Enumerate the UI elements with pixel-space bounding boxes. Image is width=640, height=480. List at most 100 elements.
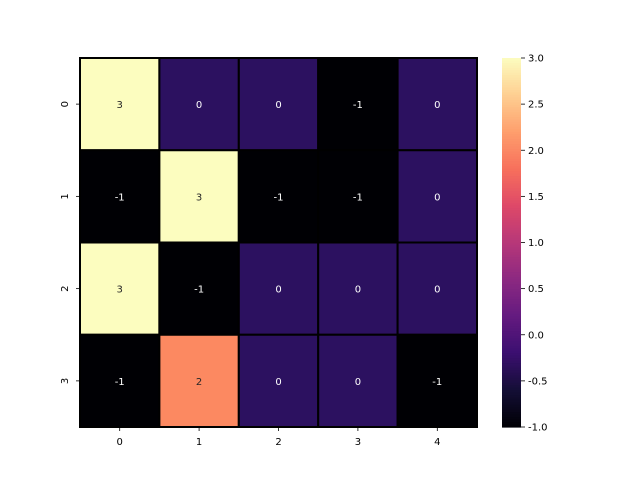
colorbar-segment — [502, 259, 521, 263]
cell-value-label: 3 — [117, 100, 123, 111]
colorbar-segment — [502, 252, 521, 256]
colorbar-segment — [502, 308, 521, 312]
colorbar-segment — [502, 333, 521, 337]
colorbar-segment — [502, 62, 521, 66]
x-axis: 0 1 2 3 4 — [117, 427, 440, 448]
colorbar-segment — [502, 232, 521, 236]
colorbar-segment — [502, 242, 521, 246]
colorbar-segment — [502, 355, 521, 359]
colorbar-segment — [502, 286, 521, 290]
colorbar-segment — [502, 392, 521, 396]
colorbar-segment — [502, 94, 521, 98]
colorbar-segment — [502, 217, 521, 221]
colorbar-segment — [502, 284, 521, 288]
colorbar-segment — [502, 380, 521, 384]
cell-value-label: 3 — [196, 192, 202, 203]
colorbar-segment — [502, 144, 521, 148]
colorbar-tick-label: 1.5 — [528, 192, 544, 203]
colorbar: -1.0 -0.5 0.0 0.5 1.0 1.5 2.0 2.5 3.0 — [502, 54, 548, 434]
colorbar-segment — [502, 210, 521, 214]
colorbar-segment — [502, 166, 521, 170]
cell-value-label: 0 — [355, 377, 361, 388]
colorbar-tick-label: 3.0 — [528, 54, 544, 65]
cell-value-label: 0 — [196, 100, 202, 111]
colorbar-segment — [502, 173, 521, 177]
y-tick-label: 3 — [60, 378, 71, 384]
colorbar-segment — [502, 404, 521, 408]
colorbar-segment — [502, 348, 521, 352]
colorbar-segment — [502, 360, 521, 364]
colorbar-segment — [502, 171, 521, 175]
colorbar-segment — [502, 323, 521, 327]
colorbar-segment — [502, 272, 521, 276]
colorbar-tick-label: 0.5 — [528, 284, 544, 295]
colorbar-segment — [502, 102, 521, 106]
cell-value-label: 0 — [434, 285, 440, 296]
colorbar-segment — [502, 294, 521, 298]
colorbar-segment — [502, 139, 521, 143]
colorbar-segment — [502, 190, 521, 194]
heatmap-cell — [237, 333, 320, 428]
colorbar-segment — [502, 151, 521, 155]
colorbar-segment — [502, 198, 521, 202]
heatmap-cell — [237, 149, 320, 244]
colorbar-segment — [502, 77, 521, 81]
colorbar-segment — [502, 136, 521, 140]
colorbar-segment — [502, 335, 521, 340]
colorbar-tick-label: -1.0 — [528, 423, 548, 434]
colorbar-segment — [502, 279, 521, 283]
colorbar-segment — [502, 419, 521, 423]
colorbar-segment — [502, 269, 521, 273]
x-tick-label: 3 — [355, 437, 361, 448]
colorbar-tick-label: 2.5 — [528, 100, 544, 111]
colorbar-segment — [502, 372, 521, 376]
colorbar-segment — [502, 200, 521, 204]
colorbar-segment — [502, 222, 521, 226]
colorbar-segment — [502, 141, 521, 145]
colorbar-segment — [502, 131, 521, 135]
heatmap-cell — [79, 57, 161, 152]
cell-value-label: -1 — [353, 100, 363, 111]
colorbar-segment — [502, 124, 521, 128]
cell-value-label: 0 — [275, 285, 281, 296]
colorbar-segment — [502, 58, 521, 62]
colorbar-segment — [502, 281, 521, 285]
colorbar-segment — [502, 304, 521, 308]
colorbar-segment — [502, 126, 521, 130]
cell-value-label: -1 — [115, 192, 125, 203]
colorbar-segment — [502, 134, 521, 138]
colorbar-segment — [502, 424, 521, 428]
colorbar-segment — [502, 161, 521, 165]
cell-value-label: 3 — [117, 285, 123, 296]
cell-value-label: 0 — [275, 377, 281, 388]
colorbar-segment — [502, 274, 521, 278]
colorbar-segment — [502, 262, 521, 266]
colorbar-segment — [502, 338, 521, 342]
cell-value-label: -1 — [274, 192, 284, 203]
colorbar-segment — [502, 92, 521, 96]
colorbar-segment — [502, 188, 521, 192]
colorbar-segment — [502, 257, 521, 261]
cell-value-label: 2 — [196, 377, 202, 388]
colorbar-segment — [502, 328, 521, 332]
cell-value-label: -1 — [353, 192, 363, 203]
colorbar-segment — [502, 350, 521, 354]
colorbar-segment — [502, 87, 521, 91]
colorbar-segment — [502, 296, 521, 300]
colorbar-segment — [502, 311, 521, 315]
colorbar-segment — [502, 247, 521, 251]
colorbar-segment — [502, 318, 521, 322]
colorbar-segment — [502, 109, 521, 113]
colorbar-segment — [502, 414, 521, 418]
y-tick-label: 2 — [60, 285, 71, 291]
colorbar-tick-label: 0.0 — [528, 330, 544, 341]
x-tick-label: 4 — [434, 437, 440, 448]
colorbar-segment — [502, 99, 521, 103]
colorbar-segment — [502, 67, 521, 71]
colorbar-segment — [502, 417, 521, 421]
y-tick-label: 0 — [60, 101, 71, 107]
colorbar-segment — [502, 343, 521, 347]
colorbar-segment — [502, 385, 521, 389]
colorbar-segment — [502, 117, 521, 121]
